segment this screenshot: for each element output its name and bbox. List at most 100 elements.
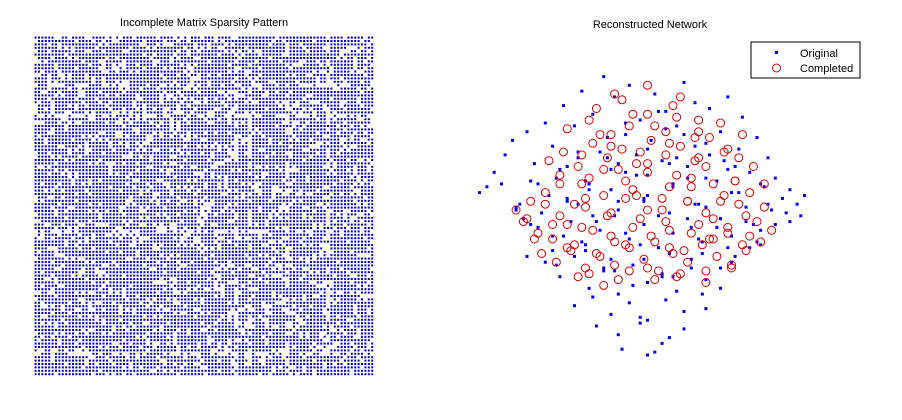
sparsity-entry <box>153 142 156 144</box>
sparsity-entry <box>330 104 333 107</box>
sparsity-entry <box>133 216 136 219</box>
sparsity-entry <box>65 237 68 240</box>
sparsity-entry <box>150 145 153 148</box>
sparsity-entry <box>92 193 95 195</box>
sparsity-entry <box>228 43 231 46</box>
sparsity-entry <box>160 111 163 114</box>
sparsity-entry <box>92 70 95 73</box>
sparsity-entry <box>259 108 261 110</box>
sparsity-entry <box>143 84 146 87</box>
sparsity-entry <box>279 77 282 80</box>
sparsity-entry <box>109 196 112 199</box>
sparsity-entry <box>259 199 261 202</box>
sparsity-entry <box>41 84 44 87</box>
sparsity-entry <box>282 223 285 226</box>
sparsity-entry <box>61 97 64 100</box>
sparsity-entry <box>177 53 180 56</box>
sparsity-entry <box>187 159 190 161</box>
sparsity-entry <box>299 220 302 223</box>
sparsity-entry <box>347 162 350 165</box>
sparsity-entry <box>228 179 231 182</box>
sparsity-entry <box>259 196 261 199</box>
sparsity-entry <box>72 91 74 93</box>
sparsity-entry <box>357 227 360 229</box>
sparsity-entry <box>140 36 142 39</box>
sparsity-entry <box>191 57 193 59</box>
sparsity-markers <box>34 36 374 376</box>
sparsity-entry <box>38 80 40 83</box>
sparsity-entry <box>364 152 367 155</box>
sparsity-entry <box>184 162 187 165</box>
sparsity-entry <box>211 101 214 104</box>
sparsity-entry <box>303 165 306 168</box>
sparsity-entry <box>276 244 278 246</box>
sparsity-entry <box>38 125 40 127</box>
sparsity-entry <box>272 220 275 223</box>
sparsity-entry <box>282 128 285 131</box>
sparsity-entry <box>272 50 275 53</box>
sparsity-entry <box>126 138 129 141</box>
sparsity-entry <box>167 46 170 49</box>
sparsity-entry <box>238 189 241 192</box>
sparsity-entry <box>72 121 74 124</box>
sparsity-entry <box>123 196 125 199</box>
sparsity-entry <box>92 60 95 63</box>
sparsity-entry <box>160 63 163 66</box>
sparsity-entry <box>174 128 176 131</box>
sparsity-entry <box>89 70 91 73</box>
sparsity-entry <box>184 111 187 114</box>
sparsity-entry <box>269 70 272 73</box>
sparsity-entry <box>306 152 309 155</box>
sparsity-entry <box>299 57 302 59</box>
sparsity-entry <box>153 91 156 93</box>
sparsity-entry <box>231 165 234 168</box>
sparsity-entry <box>197 46 200 49</box>
sparsity-entry <box>112 186 115 189</box>
sparsity-entry <box>279 36 282 39</box>
sparsity-entry <box>99 97 102 100</box>
sparsity-entry <box>238 182 241 185</box>
sparsity-entry <box>208 189 210 192</box>
sparsity-entry <box>323 118 326 121</box>
sparsity-entry <box>289 125 292 127</box>
sparsity-entry <box>51 40 54 42</box>
sparsity-entry <box>51 142 54 144</box>
sparsity-entry <box>34 240 37 243</box>
sparsity-entry <box>235 240 238 243</box>
sparsity-entry <box>208 237 210 240</box>
sparsity-entry <box>92 165 95 168</box>
sparsity-entry <box>316 74 319 76</box>
sparsity-entry <box>119 213 122 216</box>
sparsity-entry <box>371 77 374 80</box>
sparsity-entry <box>279 176 282 178</box>
sparsity-entry <box>89 101 91 104</box>
sparsity-entry <box>214 57 217 59</box>
sparsity-entry <box>126 159 129 161</box>
sparsity-entry <box>194 53 197 56</box>
sparsity-entry <box>48 40 51 42</box>
sparsity-entry <box>153 199 156 202</box>
sparsity-entry <box>354 244 357 246</box>
sparsity-entry <box>102 101 105 104</box>
sparsity-entry <box>252 121 255 124</box>
sparsity-entry <box>286 80 289 83</box>
sparsity-entry <box>306 111 309 114</box>
sparsity-entry <box>259 70 261 73</box>
sparsity-entry <box>320 206 323 209</box>
sparsity-entry <box>58 152 61 155</box>
sparsity-entry <box>102 94 105 97</box>
sparsity-entry <box>68 138 71 141</box>
sparsity-entry <box>85 233 88 236</box>
sparsity-entry <box>119 128 122 131</box>
sparsity-entry <box>245 40 248 42</box>
sparsity-entry <box>327 179 329 182</box>
sparsity-entry <box>306 145 309 148</box>
sparsity-entry <box>194 227 197 229</box>
sparsity-entry <box>177 193 180 195</box>
sparsity-entry <box>276 216 278 219</box>
sparsity-entry <box>82 250 85 253</box>
sparsity-entry <box>201 101 204 104</box>
sparsity-entry <box>44 50 47 53</box>
sparsity-entry <box>228 145 231 148</box>
sparsity-entry <box>167 77 170 80</box>
